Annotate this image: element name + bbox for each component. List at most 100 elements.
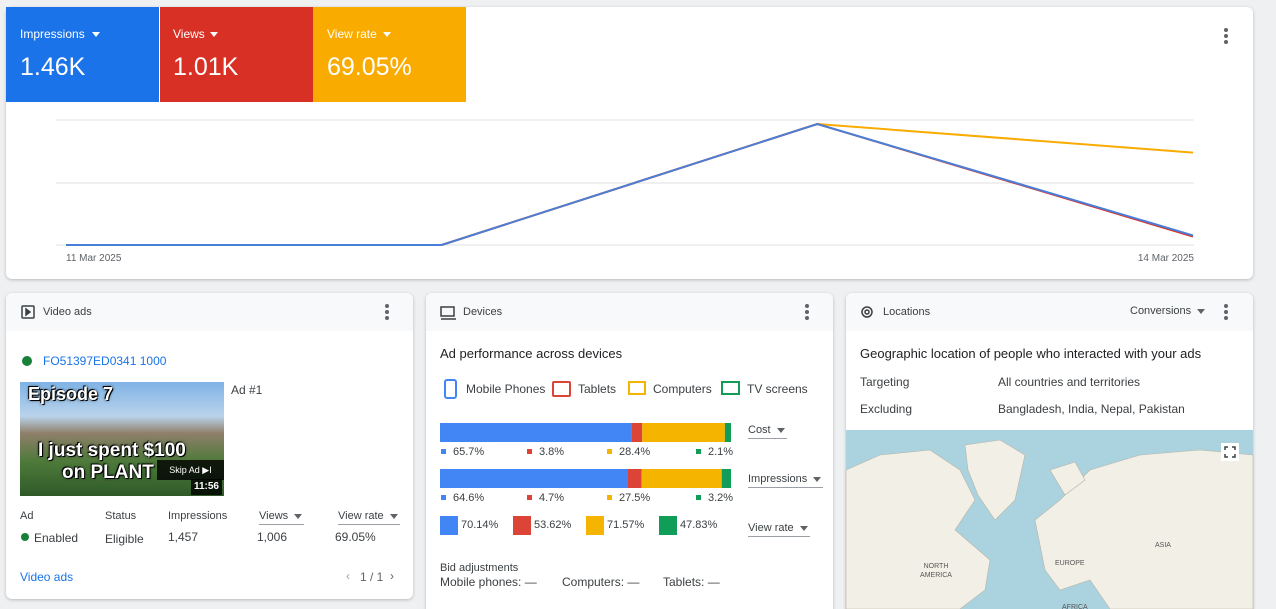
dropdown-arrow: [92, 32, 100, 37]
metric-select[interactable]: Cost: [748, 422, 787, 439]
legend-chip: [527, 495, 532, 500]
skip-ad-button: Skip Ad ▶I: [157, 460, 224, 480]
column-header[interactable]: View rate: [338, 508, 400, 525]
metric-select[interactable]: Impressions: [748, 471, 824, 488]
map-label: AFRICA: [1062, 604, 1088, 609]
device-value-label: 28.4%: [619, 446, 651, 458]
legend-chip: [696, 495, 701, 500]
device-value-label: 64.6%: [453, 492, 485, 504]
prev-icon[interactable]: ‹: [346, 569, 350, 583]
pagination[interactable]: 1 / 1: [360, 570, 384, 584]
device-view-rate: 71.57%: [607, 519, 645, 531]
ad-name: Ad #1: [231, 383, 263, 397]
fullscreen-button[interactable]: [1221, 443, 1239, 461]
next-icon[interactable]: ›: [390, 569, 394, 583]
land: [845, 449, 991, 609]
view-rate-chip: [586, 516, 604, 535]
device-bar-segment: [631, 423, 643, 442]
legend-label: Computers: [653, 382, 712, 396]
map-label: NORTH AMERICA: [920, 563, 952, 579]
metric-label: Views: [173, 27, 205, 41]
device-value-label: 27.5%: [619, 492, 651, 504]
legend-chip: [696, 449, 701, 454]
trend-line: [66, 122, 1194, 246]
map-label: EUROPE: [1055, 560, 1085, 567]
dropdown-arrow: [210, 32, 218, 37]
device-view-rate: 70.14%: [461, 519, 499, 531]
legend-label: Mobile Phones: [466, 382, 546, 396]
card-title: Video ads: [43, 306, 92, 318]
metric-select[interactable]: View rate: [748, 520, 810, 537]
x-tick-label: 14 Mar 2025: [1137, 253, 1194, 264]
status-dot: [22, 356, 32, 366]
column-header: Impressions: [168, 510, 228, 522]
view-rate-chip: [659, 516, 677, 535]
x-tick-label: 11 Mar 2025: [66, 253, 122, 264]
ad-id-link[interactable]: FO51397ED0341 1000: [43, 354, 167, 368]
kebab-icons[interactable]: [385, 28, 1228, 320]
devices-card: [426, 293, 833, 609]
device-value-label: 65.7%: [453, 446, 485, 458]
legend-chip: [607, 449, 612, 454]
legend-chip: [441, 495, 446, 500]
device-view-rate: 53.62%: [534, 519, 572, 531]
device-bar-segment: [642, 423, 725, 442]
map: [845, 430, 1254, 609]
metric-value: 1.01K: [173, 53, 239, 81]
thumbnail-text: Episode 7: [28, 384, 114, 404]
section-title: Bid adjustments: [440, 562, 519, 574]
status-dot: [21, 533, 29, 541]
video-duration: 11:56: [190, 479, 222, 495]
metric-value: 69.05%: [327, 53, 412, 81]
table-cell: 69.05%: [335, 530, 376, 544]
bid-adjustment: Tablets: —: [663, 575, 720, 589]
view-rate-chip: [513, 516, 531, 535]
device-legend-icons: [444, 379, 740, 399]
dropdown-arrow: [383, 32, 391, 37]
metric-tab[interactable]: [6, 7, 159, 102]
device-value-label: 3.8%: [539, 446, 565, 458]
legend-label: Tablets: [578, 382, 617, 396]
table-cell: Eligible: [105, 532, 144, 546]
table-cell: Enabled: [34, 531, 79, 545]
device-view-rate: 47.83%: [680, 519, 718, 531]
device-bar-segment: [721, 469, 731, 488]
legend-chip: [527, 449, 532, 454]
metric-value: 1.46K: [20, 53, 86, 81]
view-rate-chip: [440, 516, 458, 535]
device-value-label: 3.2%: [708, 492, 734, 504]
tab-arrows: [92, 32, 391, 37]
row-value: All countries and territories: [998, 375, 1141, 389]
device-value-label: 4.7%: [539, 492, 565, 504]
metric-label: Impressions: [20, 27, 85, 41]
legend-chip: [441, 449, 446, 454]
legend-label: TV screens: [747, 382, 808, 396]
card-header: [6, 293, 413, 331]
column-header[interactable]: Views: [259, 508, 305, 525]
card-title: Locations: [883, 306, 931, 318]
metric-select[interactable]: Conversions: [1130, 303, 1207, 319]
video-thumbnail[interactable]: Episode 7 I just spent $100 on PLANT Ski…: [20, 382, 224, 496]
device-value-label: 2.1%: [708, 446, 734, 458]
card-subtitle: Ad performance across devices: [440, 346, 623, 361]
card-subtitle: Geographic location of people who intera…: [860, 346, 1202, 361]
land: [1049, 461, 1086, 496]
row-label: Excluding: [860, 402, 913, 416]
metric-label: View rate: [327, 27, 377, 41]
card-header: [846, 293, 1253, 331]
thumbnail-text: on PLANT: [62, 462, 154, 483]
land: [964, 439, 1026, 521]
land: [1034, 449, 1254, 609]
card-header: [426, 293, 833, 331]
thumbnail-text: I just spent $100: [38, 440, 186, 461]
metric-tab[interactable]: [313, 7, 466, 102]
metric-tab[interactable]: [160, 7, 313, 102]
device-bar-segment: [627, 469, 642, 488]
device-bar-segment: [724, 423, 731, 442]
row-label: Targeting: [860, 375, 910, 389]
legend-chip: [607, 495, 612, 500]
column-header: Ad: [20, 510, 34, 522]
footer-link[interactable]: Video ads: [20, 570, 74, 584]
